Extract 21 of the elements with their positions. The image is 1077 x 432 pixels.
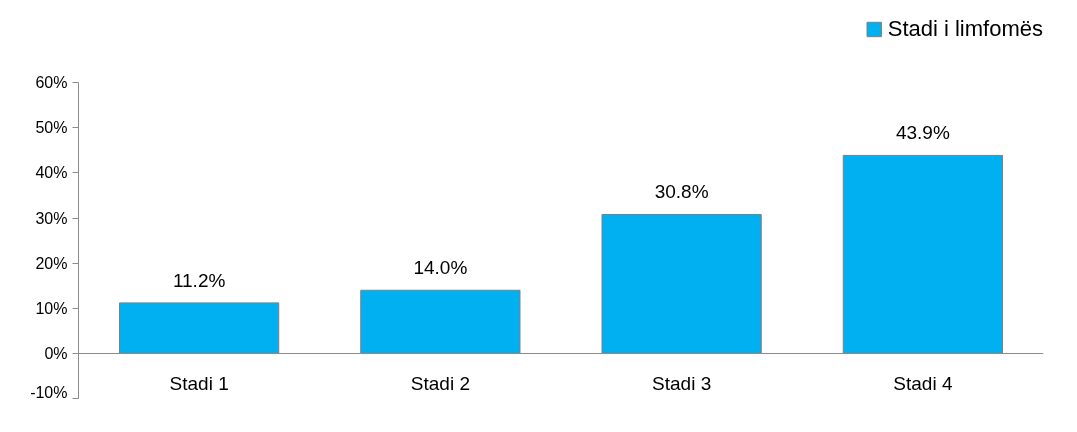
x-tick-label: Stadi 2: [410, 373, 470, 395]
x-tick-label: Stadi 4: [893, 373, 953, 395]
y-tick-label: 30%: [35, 209, 68, 227]
data-label: 30.8%: [654, 181, 709, 203]
data-label: 14.0%: [413, 257, 468, 279]
y-tick-label: 0%: [44, 344, 68, 362]
y-tick-label: 10%: [35, 299, 68, 317]
y-tick-label: 50%: [35, 119, 68, 137]
bar: [842, 154, 1003, 354]
bar: [119, 302, 280, 354]
y-tick-label: -10%: [30, 383, 68, 401]
bar: [360, 289, 521, 354]
x-tick-label: Stadi 3: [652, 373, 712, 395]
data-label: 11.2%: [172, 269, 226, 291]
y-tick-label: 20%: [35, 254, 68, 272]
x-tick-label: Stadi 1: [169, 373, 229, 395]
data-label: 43.9%: [895, 122, 950, 144]
bar: [601, 213, 762, 354]
y-tick-label: 40%: [35, 164, 68, 182]
y-tick-label: 60%: [35, 74, 68, 92]
legend-label: Stadi i limfomës: [887, 16, 1043, 42]
